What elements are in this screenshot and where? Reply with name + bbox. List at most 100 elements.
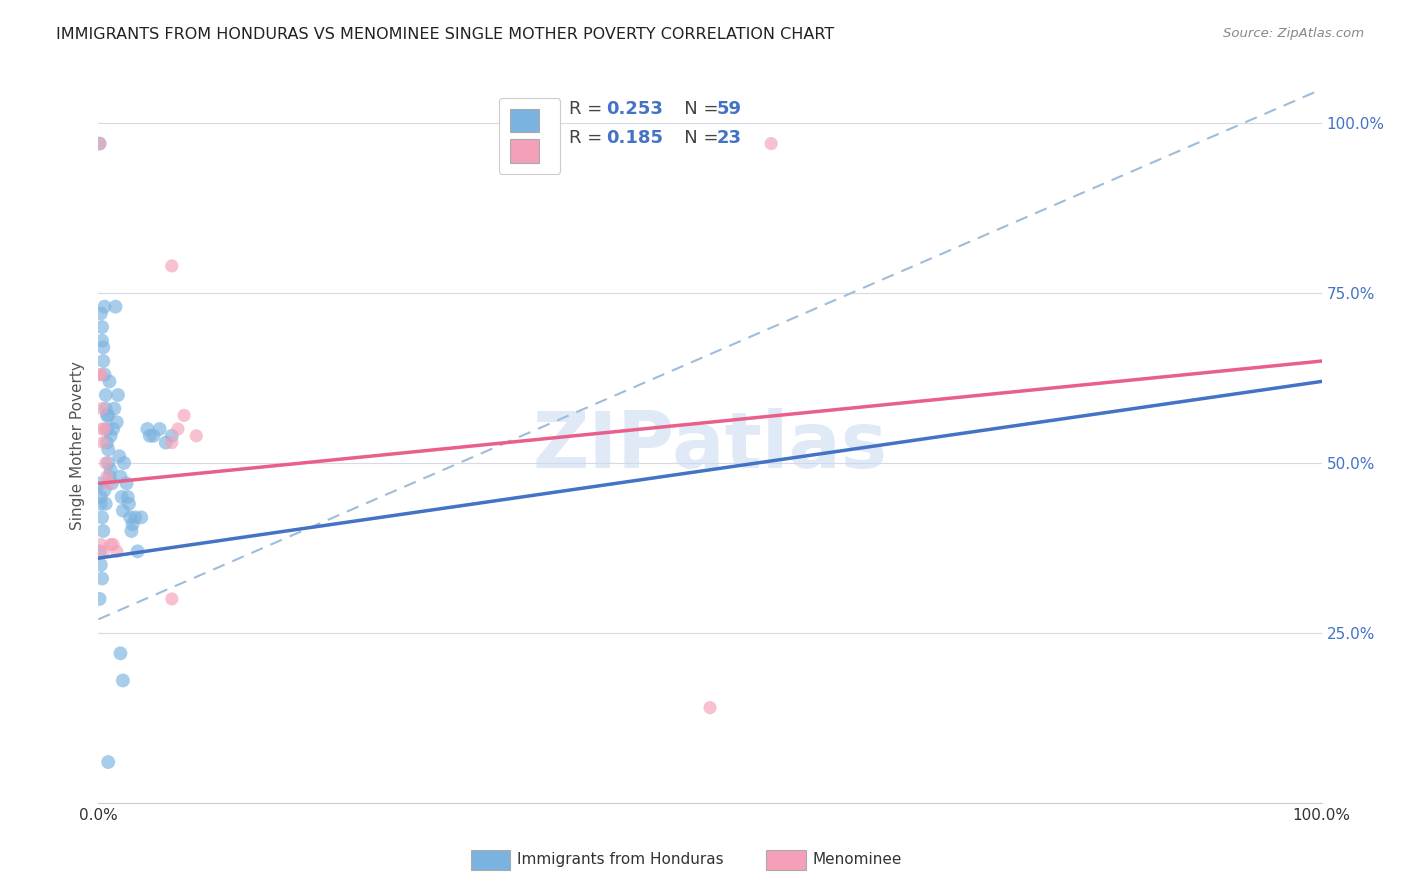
Text: R =: R =	[569, 100, 609, 118]
Text: R =: R =	[569, 128, 609, 146]
Point	[91, 341, 114, 355]
Point	[89, 544, 111, 558]
Text: IMMIGRANTS FROM HONDURAS VS MENOMINEE SINGLE MOTHER POVERTY CORRELATION CHART: IMMIGRANTS FROM HONDURAS VS MENOMINEE SI…	[56, 27, 835, 42]
Legend: , : ,	[499, 98, 560, 174]
Point	[107, 388, 129, 402]
Point	[127, 544, 149, 558]
Point	[111, 503, 134, 517]
Text: 23: 23	[716, 128, 741, 146]
Point	[90, 558, 112, 572]
Point	[93, 422, 115, 436]
Point	[90, 306, 112, 320]
Text: ZIPatlas: ZIPatlas	[533, 408, 887, 484]
Point	[89, 136, 111, 151]
Text: Menominee: Menominee	[813, 853, 903, 867]
Point	[98, 375, 121, 389]
Point	[103, 401, 125, 416]
Text: N =: N =	[668, 128, 724, 146]
Point	[112, 456, 135, 470]
Point	[93, 300, 115, 314]
Point	[108, 449, 131, 463]
Y-axis label: Single Mother Poverty: Single Mother Poverty	[70, 361, 86, 531]
Point	[91, 544, 114, 558]
Point	[155, 435, 177, 450]
Point	[761, 136, 783, 151]
Point	[117, 490, 139, 504]
Point	[91, 422, 114, 436]
Point	[115, 476, 138, 491]
Point	[94, 497, 117, 511]
Point	[93, 483, 115, 498]
Point	[149, 422, 172, 436]
Point	[160, 429, 183, 443]
Point	[101, 422, 124, 436]
Point	[96, 422, 118, 436]
Point	[98, 469, 121, 483]
Point	[111, 673, 134, 688]
Point	[139, 429, 162, 443]
Point	[118, 497, 141, 511]
Point	[97, 442, 120, 457]
Point	[91, 510, 114, 524]
Point	[101, 537, 124, 551]
Point	[91, 334, 114, 348]
Point	[120, 510, 142, 524]
Point	[160, 591, 183, 606]
Point	[121, 517, 143, 532]
Point	[105, 544, 128, 558]
Point	[160, 259, 183, 273]
Point	[111, 490, 134, 504]
Point	[89, 591, 111, 606]
Point	[96, 435, 118, 450]
Point	[97, 409, 120, 423]
Point	[91, 524, 114, 538]
Point	[94, 388, 117, 402]
Point	[124, 510, 146, 524]
Text: 0.185: 0.185	[606, 128, 664, 146]
Point	[120, 524, 142, 538]
Point	[142, 429, 165, 443]
Point	[94, 456, 117, 470]
Point	[91, 572, 114, 586]
Point	[104, 300, 127, 314]
Point	[167, 422, 190, 436]
Point	[90, 497, 112, 511]
Point	[110, 469, 132, 483]
Point	[186, 429, 208, 443]
Point	[97, 755, 120, 769]
Point	[90, 490, 112, 504]
Point	[96, 409, 118, 423]
Point	[97, 456, 120, 470]
Point	[699, 700, 721, 714]
Point	[160, 435, 183, 450]
Text: Source: ZipAtlas.com: Source: ZipAtlas.com	[1223, 27, 1364, 40]
Point	[89, 368, 111, 382]
Point	[129, 510, 152, 524]
Point	[97, 476, 120, 491]
Point	[100, 537, 122, 551]
Point	[91, 435, 114, 450]
Point	[89, 136, 111, 151]
Point	[90, 368, 112, 382]
Text: 0.253: 0.253	[606, 100, 664, 118]
Point	[101, 476, 124, 491]
Point	[105, 415, 128, 429]
Point	[100, 429, 122, 443]
Point	[91, 401, 114, 416]
Text: 59: 59	[716, 100, 741, 118]
Point	[94, 401, 117, 416]
Point	[91, 320, 114, 334]
Point	[96, 469, 118, 483]
Point	[89, 476, 111, 491]
Point	[173, 409, 195, 423]
Point	[91, 354, 114, 368]
Point	[100, 463, 122, 477]
Point	[90, 537, 112, 551]
Point	[136, 422, 159, 436]
Text: N =: N =	[668, 100, 724, 118]
FancyBboxPatch shape	[766, 850, 806, 870]
FancyBboxPatch shape	[471, 850, 510, 870]
Point	[93, 368, 115, 382]
Text: Immigrants from Honduras: Immigrants from Honduras	[517, 853, 724, 867]
Point	[110, 646, 132, 660]
